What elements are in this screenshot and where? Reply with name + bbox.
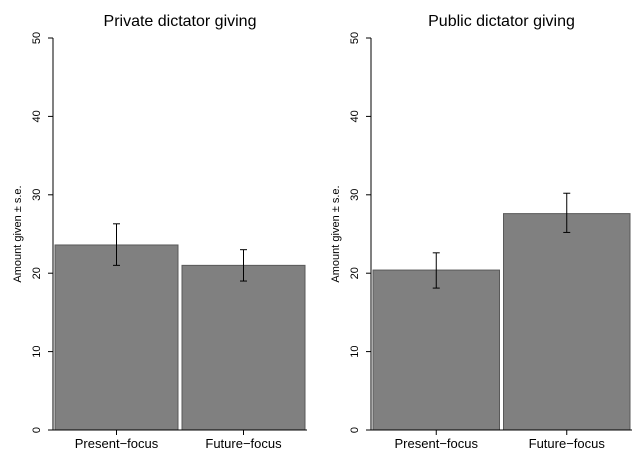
y-tick-label: 20: [349, 267, 361, 279]
y-axis-label: Amount given ± s.e.: [12, 185, 24, 282]
y-axis-label: Amount given ± s.e.: [330, 185, 342, 282]
bar: [181, 264, 306, 431]
y-tick-label: 20: [31, 267, 43, 279]
y-tick-label: 30: [349, 189, 361, 201]
y-tick-label: 10: [349, 345, 361, 357]
y-tick-label: 40: [31, 110, 43, 122]
x-tick-label: Future−focus: [529, 436, 606, 450]
bar: [503, 213, 631, 431]
panel-private: Private dictator giving Amount given ± s…: [12, 13, 307, 450]
y-tick-label: 10: [31, 345, 43, 357]
y-tick-label: 0: [349, 427, 361, 433]
panel-title: Private dictator giving: [104, 13, 257, 30]
y-tick-label: 50: [349, 32, 361, 44]
panel-public: Public dictator giving Amount given ± s.…: [330, 13, 632, 450]
panel-title: Public dictator giving: [428, 13, 575, 30]
y-tick-label: 0: [31, 427, 43, 433]
x-tick-label: Present−focus: [75, 436, 159, 450]
bar: [372, 269, 500, 431]
bar: [54, 244, 179, 431]
x-tick-label: Present−focus: [395, 436, 479, 450]
x-tick-label: Future−focus: [205, 436, 282, 450]
y-tick-label: 30: [31, 189, 43, 201]
y-tick-label: 50: [31, 32, 43, 44]
y-tick-label: 40: [349, 110, 361, 122]
